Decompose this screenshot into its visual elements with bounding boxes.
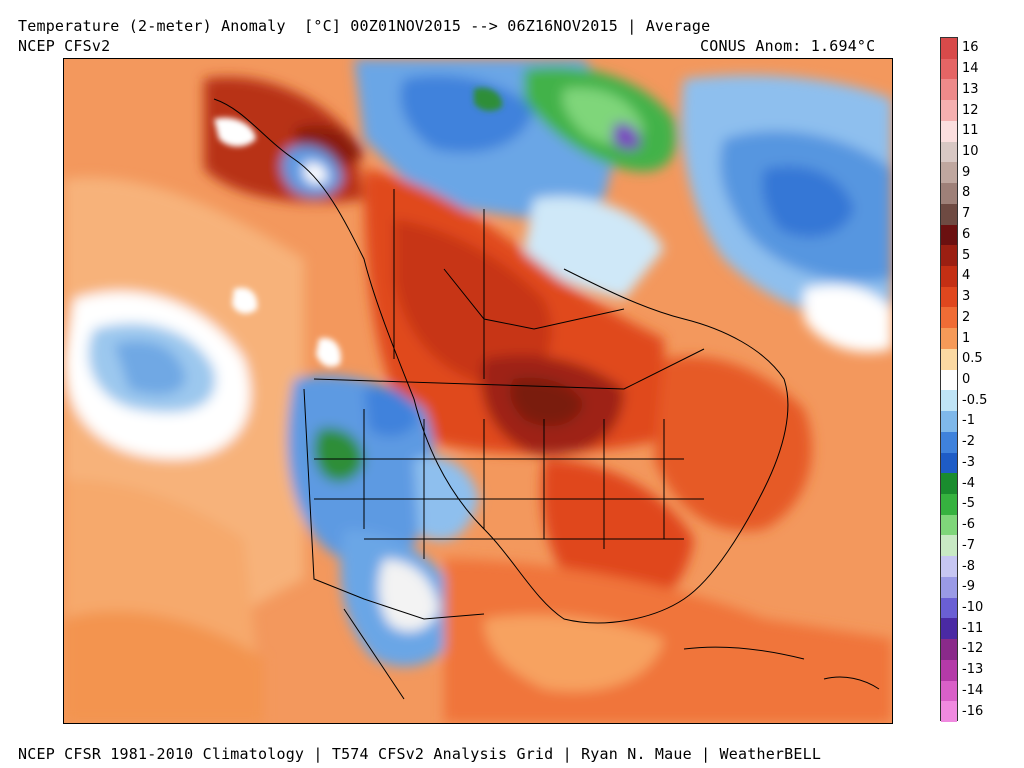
scale-label: 5	[962, 247, 971, 263]
scale-swatch	[941, 639, 957, 661]
scale-swatch	[941, 597, 957, 619]
scale-swatch	[941, 286, 957, 308]
scale-swatch	[941, 328, 957, 350]
scale-label: -14	[962, 682, 984, 698]
scale-swatch	[941, 58, 957, 80]
scale-label: -6	[962, 517, 975, 533]
color-scale-bar	[940, 37, 958, 723]
scale-swatch	[941, 120, 957, 143]
scale-swatch	[941, 79, 957, 101]
scale-swatch	[941, 203, 957, 226]
scale-label: 10	[962, 144, 979, 159]
scale-label: 4	[962, 268, 971, 284]
scale-label: -5	[962, 496, 975, 512]
scale-swatch	[941, 38, 957, 60]
conus-anomaly-value: CONUS Anom: 1.694°C	[700, 37, 876, 55]
scale-label: 0.5	[962, 351, 983, 367]
scale-swatch	[941, 411, 957, 433]
scale-label: -9	[962, 579, 975, 595]
scale-swatch	[941, 245, 957, 267]
scale-swatch	[941, 224, 957, 246]
scale-label: 3	[962, 289, 971, 305]
scale-swatch	[941, 576, 957, 599]
chart-title: Temperature (2-meter) Anomaly [°C] 00Z01…	[18, 17, 711, 35]
detail-field	[214, 87, 503, 367]
scale-label: -0.5	[962, 392, 988, 408]
scale-swatch	[941, 369, 957, 391]
anomaly-map	[63, 58, 893, 724]
scale-label: 14	[962, 61, 979, 77]
scale-label: 0	[962, 372, 971, 387]
scale-label: -16	[962, 703, 984, 719]
scale-swatch	[941, 494, 957, 516]
color-scale-labels: 16 14 13 12 11 10 9 8 7 6 5 4 3 2 1 0.5 0 -0.5 -1 -2 -3 -4 -5 -…	[962, 37, 1022, 721]
scale-swatch	[941, 266, 957, 288]
scale-swatch	[941, 680, 957, 702]
scale-label: 9	[962, 164, 971, 180]
scale-swatch	[941, 141, 957, 163]
scale-label: -11	[962, 620, 984, 636]
scale-label: -13	[962, 662, 984, 678]
scale-label: 11	[962, 123, 979, 139]
scale-label: -7	[962, 537, 975, 553]
scale-swatch	[941, 535, 957, 557]
scale-label: 6	[962, 226, 971, 242]
scale-swatch	[941, 452, 957, 474]
scale-label: 7	[962, 206, 971, 222]
scale-label: 12	[962, 102, 979, 118]
credits-footer: NCEP CFSR 1981-2010 Climatology | T574 C…	[18, 745, 822, 763]
scale-label: -12	[962, 641, 984, 657]
scale-label: -3	[962, 454, 975, 470]
scale-swatch	[941, 183, 957, 205]
scale-swatch	[941, 162, 957, 184]
scale-swatch	[941, 701, 957, 723]
scale-swatch	[941, 514, 957, 536]
scale-swatch	[941, 659, 957, 682]
scale-label: -4	[962, 475, 975, 491]
scale-swatch	[941, 100, 957, 122]
scale-label: -8	[962, 558, 975, 574]
map-canvas	[64, 59, 892, 723]
scale-label: -1	[962, 413, 975, 429]
model-label: NCEP CFSv2	[18, 37, 111, 55]
scale-label: 13	[962, 81, 979, 97]
boundaries	[213, 98, 880, 700]
scale-label: 8	[962, 185, 971, 201]
scale-label: -10	[962, 600, 984, 615]
scale-label: 1	[962, 330, 971, 346]
scale-swatch	[941, 348, 957, 371]
scale-swatch	[941, 390, 957, 412]
scale-swatch	[941, 556, 957, 578]
anomaly-field	[64, 59, 892, 723]
scale-swatch	[941, 431, 957, 454]
scale-label: 2	[962, 309, 971, 325]
scale-swatch	[941, 307, 957, 329]
scale-swatch	[941, 473, 957, 495]
scale-label: -2	[962, 434, 975, 450]
scale-label: 16	[962, 40, 979, 56]
scale-swatch	[941, 618, 957, 640]
